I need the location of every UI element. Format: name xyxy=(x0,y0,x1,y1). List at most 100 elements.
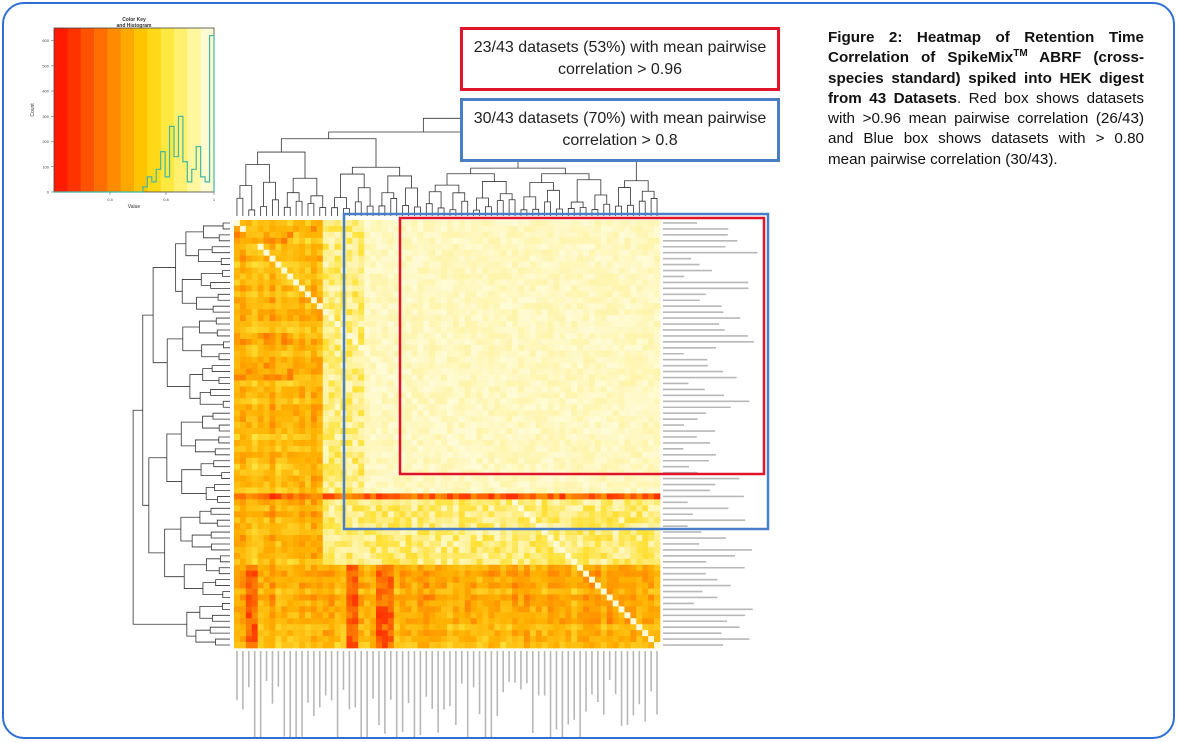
heatmap-cell xyxy=(535,344,543,352)
heatmap-cell xyxy=(387,416,395,423)
heatmap-cell xyxy=(281,225,288,233)
heatmap-cell xyxy=(423,380,430,387)
heatmap-cell xyxy=(565,618,572,625)
heatmap-cell xyxy=(346,594,353,601)
heatmap-cell xyxy=(447,451,454,459)
heatmap-cell xyxy=(287,368,294,375)
heatmap-cell xyxy=(234,499,241,506)
heatmap-cell xyxy=(387,606,395,613)
heatmap-cell xyxy=(287,564,294,572)
heatmap-cell xyxy=(577,350,584,358)
heatmap-cell xyxy=(287,422,294,429)
heatmap-cell xyxy=(381,541,389,548)
heatmap-cell xyxy=(417,523,424,530)
heatmap-cell xyxy=(393,332,401,340)
heatmap-cell xyxy=(358,267,365,274)
heatmap-cell xyxy=(535,487,543,494)
heatmap-cell xyxy=(322,321,330,328)
heatmap-cell xyxy=(488,285,495,292)
heatmap-cell xyxy=(529,416,537,423)
heatmap-cell xyxy=(310,225,318,233)
heatmap-cell xyxy=(358,398,365,405)
heatmap-cell xyxy=(322,332,330,340)
heatmap-cell xyxy=(245,410,253,417)
heatmap-cell xyxy=(654,249,661,257)
heatmap-cell xyxy=(316,237,324,245)
heatmap-cell xyxy=(606,243,614,251)
heatmap-cell xyxy=(334,279,341,286)
heatmap-cell xyxy=(612,237,619,245)
heatmap-cell xyxy=(648,487,655,494)
heatmap-cell xyxy=(541,410,548,417)
heatmap-cell xyxy=(358,612,365,619)
heatmap-cell xyxy=(370,297,377,304)
heatmap-cell xyxy=(275,434,282,441)
heatmap-cell xyxy=(234,285,241,292)
heatmap-cell xyxy=(293,511,300,518)
heatmap-cell xyxy=(470,279,477,286)
heatmap-cell xyxy=(405,445,412,453)
heatmap-cell xyxy=(630,475,637,482)
heatmap-cell xyxy=(287,243,294,251)
heatmap-cell xyxy=(589,392,596,399)
heatmap-cell xyxy=(470,368,477,375)
heatmap-cell xyxy=(464,463,472,471)
heatmap-cell xyxy=(381,434,389,441)
heatmap-cell xyxy=(358,487,365,494)
heatmap-cell xyxy=(630,285,637,292)
heatmap-cell xyxy=(494,368,501,375)
heatmap-cell xyxy=(618,255,625,262)
heatmap-cell xyxy=(310,404,318,411)
heatmap-cell xyxy=(648,220,655,227)
heatmap-cell xyxy=(234,350,241,358)
heatmap-cell xyxy=(346,332,353,340)
heatmap-cell xyxy=(488,398,495,405)
heatmap-cell xyxy=(636,582,643,589)
heatmap-cell xyxy=(381,279,389,286)
heatmap-cell xyxy=(606,588,614,595)
heatmap-cell xyxy=(340,600,347,607)
heatmap-cell xyxy=(577,570,584,578)
heatmap-cell xyxy=(411,398,418,405)
heatmap-cell xyxy=(648,535,655,542)
heatmap-cell xyxy=(293,434,300,441)
heatmap-cell xyxy=(399,332,406,340)
heatmap-cell xyxy=(571,392,578,399)
heatmap-cell xyxy=(518,291,525,298)
heatmap-cell xyxy=(328,499,335,506)
heatmap-cell xyxy=(589,380,596,387)
heatmap-cell xyxy=(441,618,448,625)
heatmap-cell xyxy=(594,416,602,423)
heatmap-cell xyxy=(381,481,389,488)
heatmap-cell xyxy=(393,249,401,257)
heatmap-cell xyxy=(287,481,294,488)
heatmap-cell xyxy=(624,511,631,518)
heatmap-cell xyxy=(624,517,631,524)
heatmap-cell xyxy=(423,535,430,542)
heatmap-cell xyxy=(523,505,531,512)
heatmap-cell xyxy=(529,374,537,381)
heatmap-cell xyxy=(234,564,241,572)
heatmap-cell xyxy=(512,434,519,441)
heatmap-cell xyxy=(624,505,631,512)
heatmap-cell xyxy=(281,237,288,245)
heatmap-cell xyxy=(523,410,531,417)
heatmap-cell xyxy=(281,612,288,619)
heatmap-cell xyxy=(452,416,460,423)
heatmap-cell xyxy=(293,451,300,459)
heatmap-cell xyxy=(476,344,483,352)
heatmap-cell xyxy=(370,445,377,453)
heatmap-cell xyxy=(589,356,596,364)
heatmap-cell xyxy=(316,416,324,423)
heatmap-cell xyxy=(417,249,424,257)
heatmap-cell xyxy=(376,386,383,393)
heatmap-cell xyxy=(393,428,401,435)
heatmap-cell xyxy=(281,535,288,542)
heatmap-cell xyxy=(293,600,300,607)
heatmap-cell xyxy=(654,475,661,482)
heatmap-cell xyxy=(370,618,377,625)
heatmap-cell xyxy=(435,368,442,375)
heatmap-cell xyxy=(429,285,436,292)
heatmap-cell xyxy=(648,422,655,429)
heatmap-cell xyxy=(251,243,259,251)
